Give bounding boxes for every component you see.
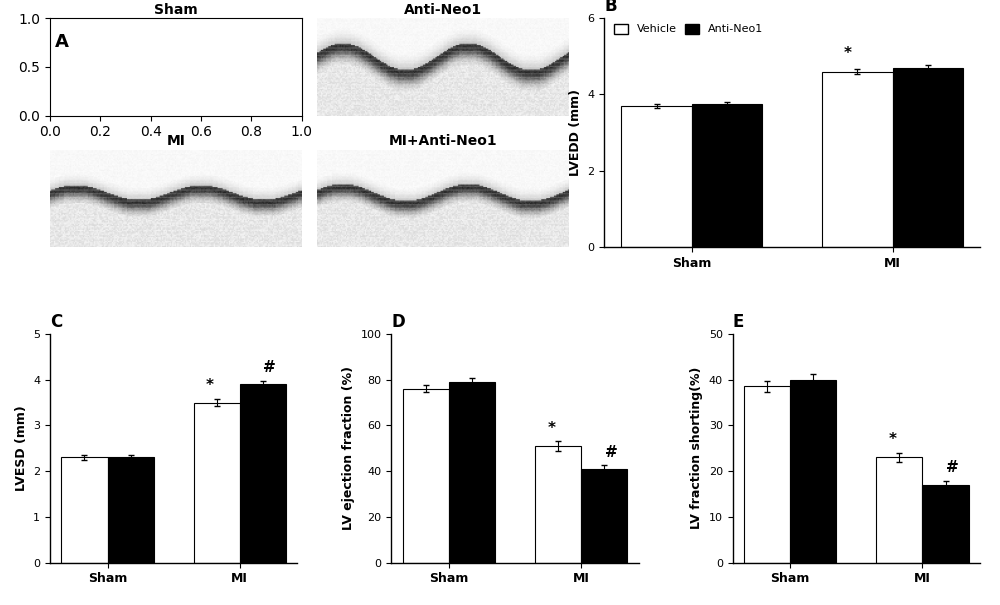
Bar	[744, 387, 790, 563]
Text: D: D	[391, 313, 405, 331]
Bar	[194, 402, 240, 563]
Y-axis label: LVEDD (mm): LVEDD (mm)	[569, 89, 582, 176]
Bar	[449, 382, 495, 563]
Bar	[822, 71, 893, 247]
Title: MI: MI	[166, 134, 185, 148]
Y-axis label: LV fraction shorting(%): LV fraction shorting(%)	[690, 367, 703, 529]
Text: #: #	[605, 445, 617, 460]
Text: E: E	[733, 313, 744, 331]
Text: #: #	[263, 361, 276, 375]
Bar	[893, 68, 963, 247]
Text: *: *	[206, 378, 214, 393]
Text: #: #	[946, 460, 959, 476]
Text: *: *	[547, 420, 555, 436]
Bar	[108, 457, 154, 563]
Bar	[692, 104, 762, 247]
Bar	[61, 457, 108, 563]
Title: MI+Anti-Neo1: MI+Anti-Neo1	[388, 134, 497, 148]
Bar	[790, 379, 836, 563]
Text: *: *	[889, 432, 897, 447]
Bar	[922, 485, 969, 563]
Bar	[535, 446, 581, 563]
Bar	[240, 384, 286, 563]
Text: C: C	[50, 313, 62, 331]
Bar	[581, 469, 627, 563]
Bar	[403, 389, 449, 563]
Text: *: *	[843, 46, 851, 61]
Title: Sham: Sham	[154, 3, 198, 17]
Text: A: A	[55, 33, 69, 51]
Y-axis label: LV ejection fraction (%): LV ejection fraction (%)	[342, 366, 355, 530]
Y-axis label: LVESD (mm): LVESD (mm)	[15, 405, 28, 491]
Legend: Vehicle, Anti-Neo1: Vehicle, Anti-Neo1	[610, 19, 767, 39]
Text: B: B	[604, 0, 617, 15]
Bar	[876, 457, 922, 563]
Bar	[621, 106, 692, 247]
Title: Anti-Neo1: Anti-Neo1	[404, 3, 482, 17]
